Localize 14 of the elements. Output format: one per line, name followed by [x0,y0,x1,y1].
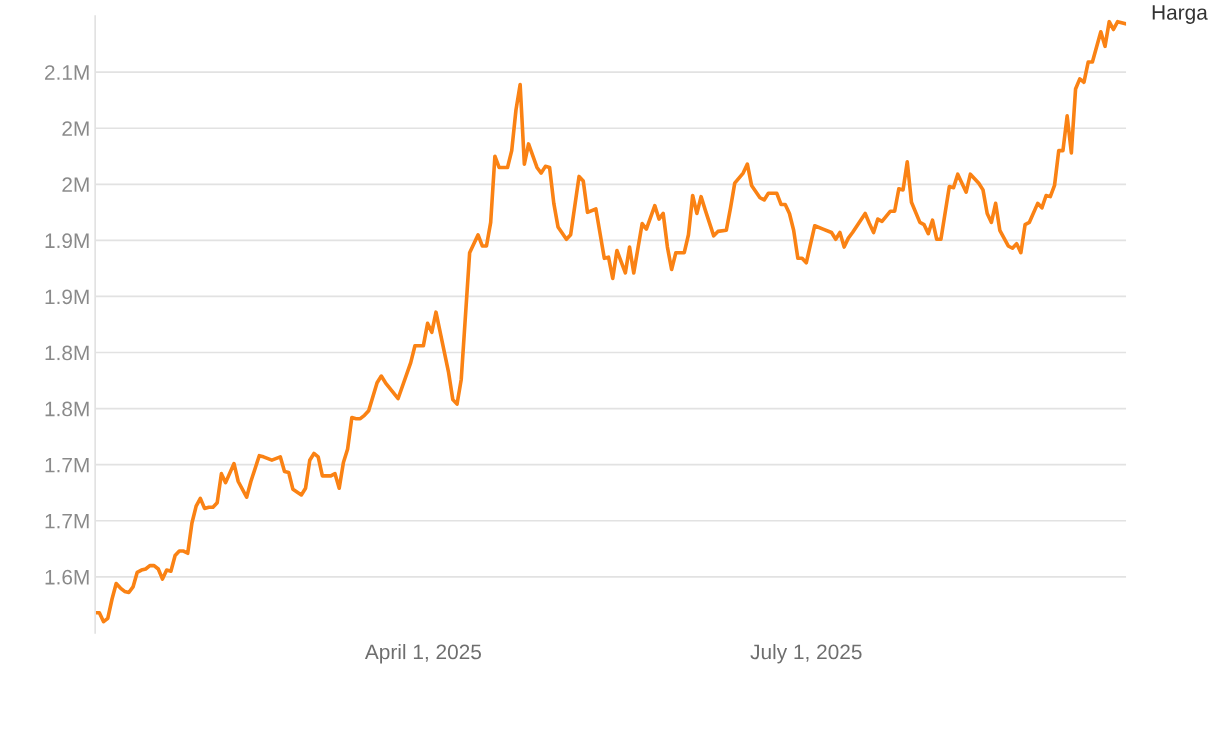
y-tick-label: 1.7M [45,457,89,473]
x-tick-label: April 1, 2025 [364,644,481,664]
x-tick-label: July 1, 2025 [750,644,862,664]
y-tick-label: 2M [62,121,89,136]
y-tick-label: 1.9M [45,289,89,305]
y-tick-label: 2.1M [45,65,89,80]
y-tick-label: 1.9M [45,233,89,249]
line-series [95,19,1127,624]
y-tick-label: 1.8M [45,345,89,361]
series-label: Harga [1152,5,1208,24]
y-tick-label: 1.8M [45,401,89,417]
y-tick-label: 1.6M [45,569,89,585]
y-tick-label: 1.7M [45,513,89,529]
y-tick-label: 2M [62,177,89,192]
